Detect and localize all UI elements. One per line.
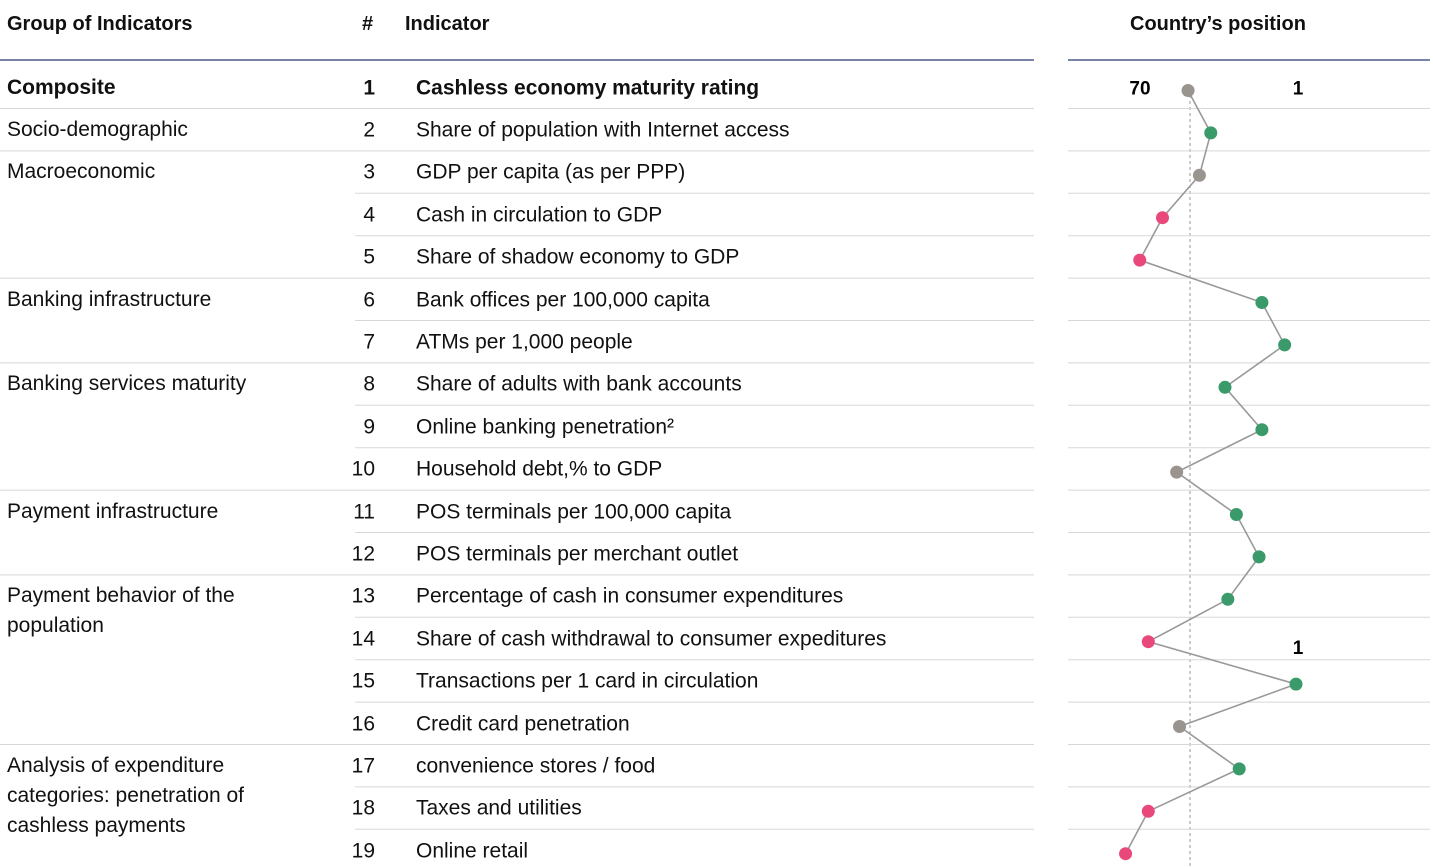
value-label: 1 xyxy=(1293,638,1304,659)
indicator: Taxes and utilities xyxy=(416,796,582,820)
rank-dot xyxy=(1252,550,1266,564)
indicator: Online banking penetration² xyxy=(416,415,675,439)
indicator: Household debt,% to GDP xyxy=(416,457,663,481)
group-label: Socio-demographic xyxy=(7,117,188,141)
indicator: POS terminals per 100,000 capita xyxy=(416,500,732,523)
row-number: 1 xyxy=(363,76,375,99)
rank-dot xyxy=(1173,720,1187,733)
indicator: Transactions per 1 card in circulation xyxy=(416,669,759,693)
header: Group of Indicators xyxy=(7,13,193,35)
row-number: 6 xyxy=(363,288,375,311)
group-label: Analysis of expenditure categories: pene… xyxy=(7,753,244,837)
rank-dot xyxy=(1141,804,1155,818)
row-number: 7 xyxy=(363,330,375,354)
rank-dot xyxy=(1229,508,1243,521)
group-label: Macroeconomic xyxy=(7,160,156,184)
rank-dot xyxy=(1221,592,1235,606)
rank-dot xyxy=(1119,847,1133,861)
rank-dot xyxy=(1232,762,1246,776)
group-label: Banking services maturity xyxy=(7,372,247,396)
x-tick-label: 70 xyxy=(1129,79,1150,100)
group-label: Composite xyxy=(7,75,116,99)
indicator: Share of adults with bank accounts xyxy=(416,372,742,396)
indicator: POS terminals per merchant outlet xyxy=(416,542,739,566)
indicator: Share of population with Internet access xyxy=(416,118,790,142)
rank-dot xyxy=(1133,253,1147,267)
row-number: 15 xyxy=(351,669,375,693)
rank-dot xyxy=(1170,465,1184,479)
row-number: 19 xyxy=(351,839,375,863)
row-number: 3 xyxy=(363,160,375,184)
rank-dot xyxy=(1204,126,1218,140)
rank-dot xyxy=(1141,635,1155,649)
row-number: 11 xyxy=(353,500,375,523)
rank-dot xyxy=(1192,168,1206,182)
row-number: 10 xyxy=(351,457,375,481)
indicator: convenience stores / food xyxy=(416,754,656,778)
group-label: Payment infrastructure xyxy=(7,499,219,523)
indicator: ATMs per 1,000 people xyxy=(416,330,633,354)
indicator: Cash in circulation to GDP xyxy=(416,203,663,227)
row-number: 12 xyxy=(351,542,375,566)
rank-dot xyxy=(1155,211,1169,225)
row-number: 18 xyxy=(351,796,375,820)
row-number: 17 xyxy=(351,754,375,778)
rank-dot xyxy=(1289,677,1303,691)
rank-dot xyxy=(1255,296,1269,309)
header: Indicator xyxy=(405,13,490,35)
row-number: 16 xyxy=(351,712,375,735)
rank-dot xyxy=(1255,423,1269,437)
row-number: 5 xyxy=(363,245,375,269)
indicator: Share of shadow economy to GDP xyxy=(416,245,740,269)
row-number: 14 xyxy=(351,627,375,651)
row-number: 9 xyxy=(363,415,375,439)
indicator: Cashless economy maturity rating xyxy=(416,76,760,99)
header: # xyxy=(362,13,374,35)
rank-line xyxy=(1124,90,1299,855)
row-number: 4 xyxy=(363,203,375,227)
indicator: Share of cash withdrawal to consumer exp… xyxy=(416,627,887,651)
row-number: 8 xyxy=(363,372,375,396)
rank-dot xyxy=(1218,380,1232,394)
rank-dot xyxy=(1181,84,1195,97)
indicator: Percentage of cash in consumer expenditu… xyxy=(416,584,844,608)
row-number: 13 xyxy=(351,584,375,608)
indicator: Credit card penetration xyxy=(416,712,630,735)
indicator: Bank offices per 100,000 capita xyxy=(416,288,710,311)
rank-dot xyxy=(1278,338,1292,352)
x-tick-label: 1 xyxy=(1293,79,1304,100)
row-number: 2 xyxy=(363,118,375,142)
indicator: Online retail xyxy=(416,839,529,863)
indicator: GDP per capita (as per PPP) xyxy=(416,160,686,184)
group-label: Banking infrastructure xyxy=(7,287,212,311)
group-label: Payment behavior of the population xyxy=(7,584,235,638)
header: Country’s position xyxy=(1130,13,1306,35)
